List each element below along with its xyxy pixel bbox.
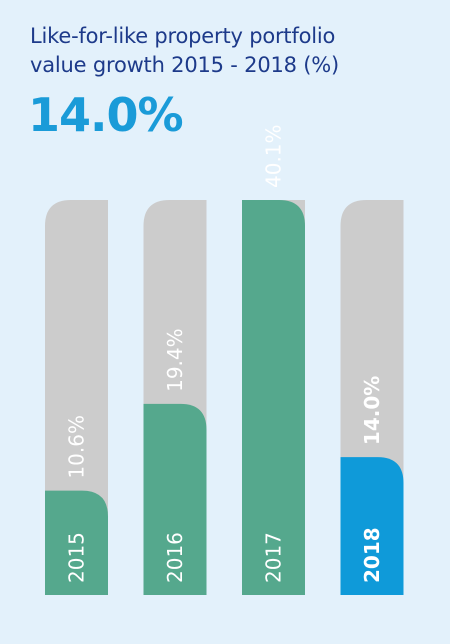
bar-2018 — [340, 457, 404, 595]
bar-2016 — [143, 403, 207, 595]
chart-title-line-1: Like-for-like property portfolio — [30, 24, 336, 48]
data-label-2018: 14.0% — [360, 376, 384, 445]
data-label-2017: 40.1% — [262, 124, 286, 188]
data-label-2015: 10.6% — [65, 415, 89, 479]
data-label-2016: 19.4% — [163, 328, 187, 392]
x-tick-label-2017: 2017 — [262, 532, 286, 583]
bar-2017 — [242, 200, 305, 595]
x-tick-label-2016: 2016 — [163, 532, 187, 583]
x-tick-label-2018: 2018 — [360, 527, 384, 583]
bar-2015 — [45, 490, 108, 595]
x-tick-label-2015: 2015 — [65, 532, 89, 583]
headline-value: 14.0% — [28, 88, 184, 142]
chart-title-line-2: value growth 2015 - 2018 (%) — [30, 53, 340, 77]
chart-title: Like-for-like property portfolio value g… — [30, 22, 430, 80]
